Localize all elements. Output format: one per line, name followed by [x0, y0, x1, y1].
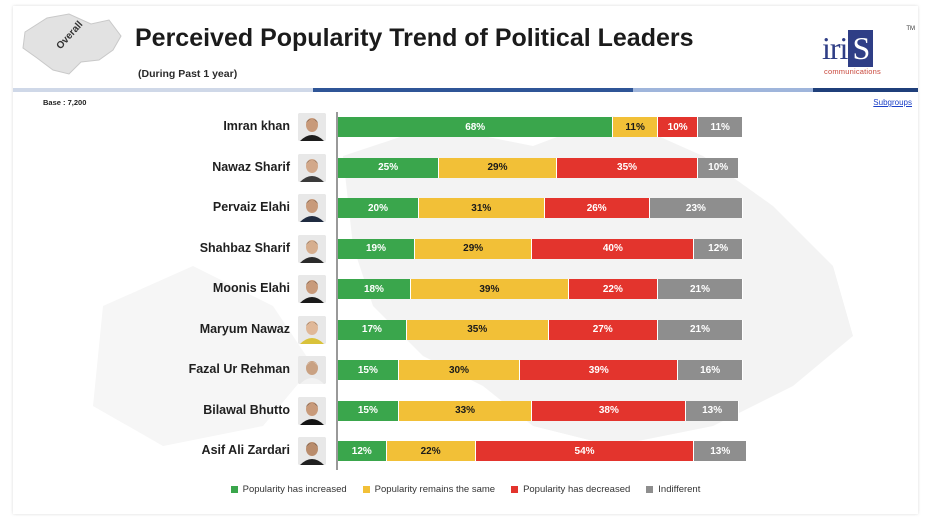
- bar-segment-increased: 12%: [338, 441, 387, 461]
- legend-label: Popularity has increased: [242, 484, 347, 495]
- divider-segment-1: [13, 88, 313, 92]
- category-axis-line: [336, 112, 338, 470]
- bar-segment-increased: 19%: [338, 238, 415, 259]
- bar-segment-indifferent: 12%: [694, 238, 743, 259]
- legend-swatch: [230, 486, 238, 493]
- bar-segment-indifferent: 10%: [698, 157, 739, 178]
- legend-item-decreased: Popularity has decreased: [511, 484, 630, 495]
- leader-name-label: Moonis Elahi: [212, 281, 290, 295]
- leader-avatar: [298, 153, 326, 182]
- bar-segment-decreased: 10%: [657, 117, 699, 137]
- bar-segment-increased: 20%: [338, 198, 419, 218]
- bar-segment-indifferent: 21%: [657, 319, 743, 340]
- logo-wordmark: iri S: [822, 30, 874, 67]
- bar-segment-indifferent: 13%: [686, 400, 739, 421]
- bar-segment-increased: 25%: [338, 157, 440, 178]
- leader-name-label: Shahbaz Sharif: [199, 240, 290, 255]
- bar-segment-same: 30%: [398, 360, 521, 380]
- bar-segment-same: 33%: [398, 400, 533, 421]
- legend-item-indifferent: Indifferent: [646, 484, 700, 495]
- leader-avatar: [298, 437, 326, 465]
- logo-trademark: TM: [906, 26, 915, 32]
- bar-segment-same: 31%: [419, 198, 545, 218]
- bar-segment-increased: 17%: [338, 319, 407, 340]
- overall-map-badge: [22, 13, 122, 75]
- legend-item-same: Popularity remains the same: [362, 484, 496, 495]
- bar-segment-increased: 15%: [338, 400, 399, 421]
- leader-name-label: Maryum Nawaz: [199, 321, 290, 336]
- page-subtitle: (During Past 1 year): [138, 68, 238, 80]
- legend-label: Popularity has decreased: [523, 484, 631, 495]
- leader-avatar: [298, 275, 326, 303]
- base-sample-size: Base : 7,200: [43, 98, 87, 107]
- leader-avatar: [298, 315, 326, 344]
- leader-name-label: Nawaz Sharif: [212, 159, 290, 174]
- bar-segment-same: 29%: [414, 238, 533, 259]
- divider-segment-4: [813, 88, 918, 92]
- bar-segment-decreased: 39%: [520, 360, 679, 380]
- stacked-bar-chart: Imran khan 68% 11% 10% 11% Nawaz Sharif 25% 29%…: [13, 6, 918, 514]
- legend-swatch: [362, 486, 370, 493]
- page-title: Perceived Popularity Trend of Political …: [135, 24, 694, 52]
- bar-segment-decreased: 54%: [475, 441, 695, 461]
- leader-avatar: [298, 396, 326, 425]
- bar-segment-same: 29%: [439, 157, 557, 178]
- legend-item-increased: Popularity has increased: [230, 484, 347, 495]
- chart-legend: Popularity has increased Popularity remai…: [13, 484, 918, 495]
- bar-segment-decreased: 38%: [532, 400, 687, 421]
- bar-segment-decreased: 27%: [548, 319, 658, 340]
- bar-segment-indifferent: 21%: [657, 279, 743, 299]
- subgroups-link[interactable]: Subgroups: [873, 98, 912, 107]
- divider-segment-3: [633, 88, 813, 92]
- bar-segment-increased: 68%: [338, 117, 614, 137]
- leader-avatar: [298, 194, 326, 222]
- slide: Overall Perceived Popularity Trend of Po…: [13, 6, 918, 514]
- leader-name-label: Imran khan: [223, 119, 290, 133]
- bar-segment-same: 35%: [406, 319, 549, 340]
- bar-segment-same: 11%: [613, 117, 658, 137]
- legend-label: Popularity remains the same: [374, 484, 496, 495]
- bar-segment-decreased: 22%: [568, 279, 658, 299]
- iris-logo: iri S TM communications: [819, 26, 915, 78]
- legend-swatch: [646, 486, 654, 493]
- bar-segment-same: 39%: [410, 279, 569, 299]
- bar-segment-increased: 18%: [338, 279, 411, 299]
- leader-avatar: [298, 356, 326, 384]
- bar-segment-decreased: 35%: [556, 157, 699, 178]
- bar-segment-indifferent: 23%: [649, 198, 743, 218]
- legend-swatch: [511, 486, 519, 493]
- legend-label: Indifferent: [658, 484, 701, 495]
- header-divider: [13, 88, 918, 92]
- leader-avatar: [298, 113, 326, 141]
- logo-tagline: communications: [824, 67, 881, 76]
- leader-name-label: Asif Ali Zardari: [201, 443, 290, 457]
- leader-avatar: [298, 234, 326, 263]
- logo-box-letter: S: [848, 30, 874, 67]
- bar-segment-indifferent: 13%: [694, 441, 748, 461]
- bar-segment-decreased: 26%: [544, 198, 650, 218]
- leader-name-label: Pervaiz Elahi: [212, 200, 290, 214]
- bar-segment-decreased: 40%: [532, 238, 695, 259]
- leader-name-label: Bilawal Bhutto: [203, 402, 290, 417]
- leader-name-label: Fazal Ur Rehman: [188, 362, 290, 376]
- bar-segment-increased: 15%: [338, 360, 399, 380]
- bar-segment-indifferent: 11%: [698, 117, 743, 137]
- bar-segment-indifferent: 16%: [678, 360, 743, 380]
- bar-segment-same: 22%: [386, 441, 476, 461]
- logo-prefix: iri: [822, 30, 848, 66]
- divider-segment-2: [313, 88, 633, 92]
